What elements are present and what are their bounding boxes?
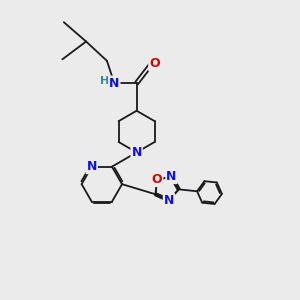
Text: N: N <box>109 76 119 90</box>
Text: N: N <box>164 194 174 207</box>
Text: N: N <box>131 146 142 159</box>
Text: H: H <box>100 76 110 86</box>
Text: N: N <box>166 170 177 183</box>
Text: O: O <box>152 173 162 186</box>
Text: N: N <box>87 160 97 173</box>
Text: O: O <box>149 57 160 70</box>
